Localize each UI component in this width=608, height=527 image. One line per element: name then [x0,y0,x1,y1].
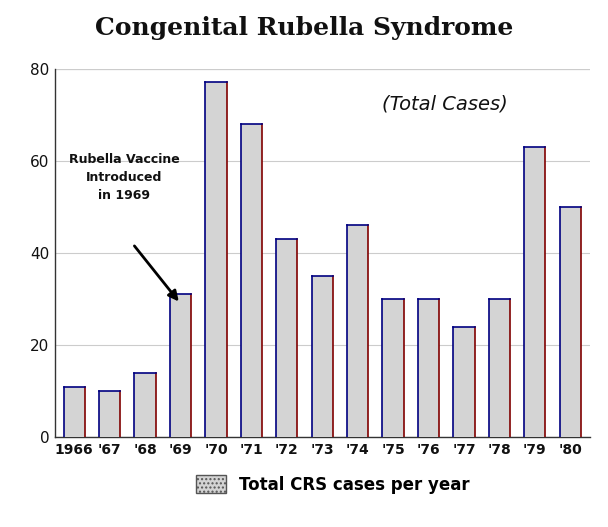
Bar [99,391,120,437]
Bar [418,299,439,437]
Bar [489,299,510,437]
Bar [134,373,156,437]
Bar [559,207,581,437]
Text: Rubella Vaccine
Introduced
in 1969: Rubella Vaccine Introduced in 1969 [69,153,179,202]
Text: (Total Cases): (Total Cases) [382,94,508,113]
Bar [170,295,191,437]
Bar [454,327,475,437]
Bar [524,147,545,437]
Bar [312,276,333,437]
Legend: Total CRS cases per year: Total CRS cases per year [196,475,470,494]
Text: Congenital Rubella Syndrome: Congenital Rubella Syndrome [95,16,513,40]
Bar [347,225,368,437]
Bar [276,239,297,437]
Bar [64,387,85,437]
Bar [382,299,404,437]
Bar [206,82,227,437]
Bar [241,124,262,437]
